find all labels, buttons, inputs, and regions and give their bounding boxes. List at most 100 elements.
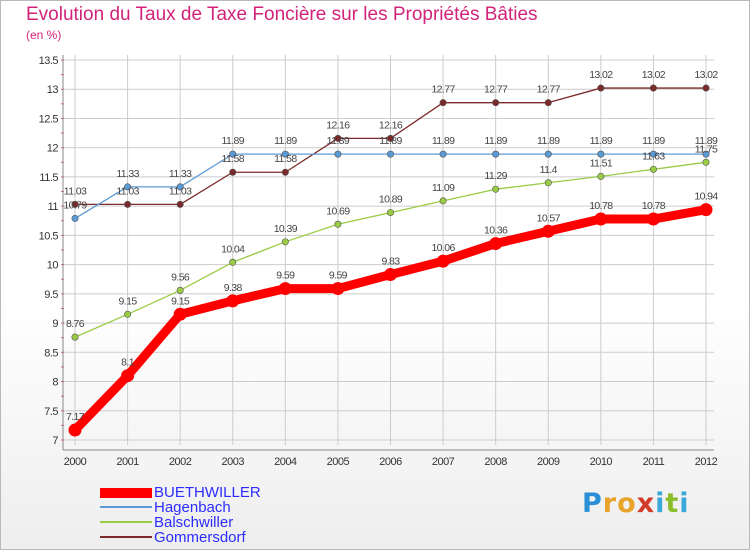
legend-label: BUETHWILLER <box>154 484 261 501</box>
y-axis-unit: (en %) <box>26 28 62 42</box>
logo-letter: i <box>679 488 690 519</box>
y-tick-label: 11 <box>48 201 59 213</box>
series-balschwiller <box>71 158 710 341</box>
data-label: 11.4 <box>540 164 558 176</box>
x-tick-label: 2008 <box>484 456 507 468</box>
data-label: 11.03 <box>116 185 139 197</box>
data-label: 10.06 <box>431 242 455 254</box>
data-label: 8.1 <box>121 357 135 369</box>
data-point <box>226 294 240 308</box>
data-label: 11.51 <box>590 157 613 169</box>
y-tick-label: 7 <box>52 435 58 447</box>
series-gommersdorf <box>71 84 710 208</box>
data-point <box>334 150 342 158</box>
data-point <box>124 200 132 208</box>
data-point <box>71 214 79 222</box>
data-point <box>597 172 605 180</box>
y-tick-label: 7.5 <box>44 406 58 418</box>
data-point <box>702 84 710 92</box>
data-point <box>386 209 394 217</box>
x-tick-label: 2006 <box>379 456 402 468</box>
data-label: 10.94 <box>694 191 718 203</box>
legend-label: Hagenbach <box>154 499 231 516</box>
data-point <box>702 150 710 158</box>
data-label: 9.59 <box>276 270 295 282</box>
data-point <box>649 165 657 173</box>
chart-title: Evolution du Taux de Taxe Foncière sur l… <box>26 4 538 25</box>
data-point <box>702 158 710 166</box>
x-tick-label: 2001 <box>116 456 139 468</box>
data-point <box>121 369 135 383</box>
legend-item-buethwiller[interactable]: BUETHWILLER <box>100 484 350 501</box>
y-tick-label: 12 <box>47 143 59 155</box>
data-label: 11.03 <box>64 185 87 197</box>
data-label: 9.83 <box>381 256 400 268</box>
data-point <box>544 179 552 187</box>
data-point <box>229 150 237 158</box>
data-label: 9.38 <box>224 282 243 294</box>
data-point <box>492 185 500 193</box>
data-label: 13.02 <box>642 69 666 81</box>
data-label: 11.89 <box>222 135 245 147</box>
data-point <box>176 183 184 191</box>
data-label: 12.77 <box>431 84 455 96</box>
data-label: 12.16 <box>379 119 403 131</box>
y-tick-label: 8 <box>52 377 58 389</box>
data-point <box>334 220 342 228</box>
data-point <box>331 282 345 296</box>
data-point <box>597 150 605 158</box>
data-label: 11.89 <box>379 135 402 147</box>
data-label: 11.89 <box>695 135 718 147</box>
legend-label: Gommersdorf <box>154 529 246 546</box>
data-label: 11.89 <box>642 135 665 147</box>
data-label: 11.63 <box>642 150 665 162</box>
y-tick-label: 13.5 <box>39 55 59 67</box>
data-label: 11.89 <box>484 135 507 147</box>
data-point <box>649 150 657 158</box>
legend-item-balschwiller[interactable]: Balschwiller <box>100 514 350 531</box>
x-tick-label: 2007 <box>432 456 455 468</box>
data-point <box>594 212 608 226</box>
proxiti-logo: Proxiti <box>582 488 690 519</box>
data-label: 9.59 <box>329 270 348 282</box>
data-point <box>492 99 500 107</box>
data-point <box>436 254 450 268</box>
data-label: 11.58 <box>222 153 245 165</box>
data-point <box>541 224 555 238</box>
data-label: 10.79 <box>63 199 87 211</box>
data-point <box>649 84 657 92</box>
x-tick-label: 2011 <box>643 456 665 468</box>
legend-swatch <box>100 488 152 498</box>
data-label: 10.69 <box>326 205 350 217</box>
data-point <box>439 99 447 107</box>
data-label: 11.33 <box>116 168 139 180</box>
data-label: 7.17 <box>66 411 85 423</box>
x-tick-label: 2009 <box>537 456 560 468</box>
legend-swatch <box>100 536 152 538</box>
legend-swatch <box>100 521 152 523</box>
data-label: 9.56 <box>171 271 190 283</box>
data-label: 10.39 <box>274 223 298 235</box>
x-tick-label: 2010 <box>590 456 613 468</box>
data-point <box>544 150 552 158</box>
data-label: 10.78 <box>589 200 613 212</box>
legend-item-gommersdorf[interactable]: Gommersdorf <box>100 529 350 546</box>
data-label: 13.02 <box>694 69 718 81</box>
legend-label: Balschwiller <box>154 514 234 531</box>
data-label: 10.78 <box>642 200 666 212</box>
data-point <box>71 200 79 208</box>
data-point <box>229 168 237 176</box>
data-point <box>281 168 289 176</box>
x-tick-label: 2002 <box>169 456 192 468</box>
data-label: 11.89 <box>590 135 613 147</box>
data-label: 10.04 <box>221 243 245 255</box>
legend-item-hagenbach[interactable]: Hagenbach <box>100 499 350 516</box>
y-tick-label: 8.5 <box>44 347 58 359</box>
data-point <box>124 310 132 318</box>
y-tick-label: 9.5 <box>44 289 58 301</box>
data-label: 10.57 <box>537 212 561 224</box>
data-point <box>544 99 552 107</box>
data-label: 11.89 <box>537 135 560 147</box>
data-label: 9.15 <box>171 295 190 307</box>
